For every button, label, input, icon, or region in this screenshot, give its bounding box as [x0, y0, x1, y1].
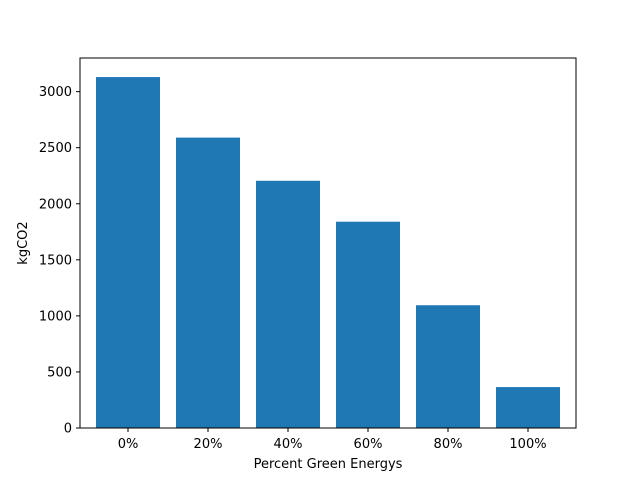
bar-40%: [256, 180, 320, 428]
y-tick-label: 0: [64, 422, 72, 437]
y-tick-label: 1000: [39, 309, 72, 324]
y-tick-label: 2500: [39, 141, 72, 156]
y-tick-label: 2000: [39, 197, 72, 212]
y-axis-ticks: 0 500 1000 1500 2000 2500 3000: [39, 85, 80, 437]
x-tick-label: 20%: [194, 437, 223, 452]
x-tick-label: 0%: [118, 437, 139, 452]
x-tick-label: 100%: [509, 437, 546, 452]
bar-100%: [496, 387, 560, 428]
y-tick-label: 1500: [39, 253, 72, 268]
y-tick-label: 500: [47, 365, 72, 380]
x-tick-label: 80%: [434, 437, 463, 452]
bar-20%: [176, 137, 240, 428]
y-tick-label: 3000: [39, 85, 72, 100]
x-tick-label: 60%: [354, 437, 383, 452]
bar-80%: [416, 305, 480, 428]
x-axis-ticks: 0% 20% 40% 60% 80% 100%: [118, 428, 547, 452]
bar-60%: [336, 221, 400, 428]
y-axis-label: kgCO2: [16, 221, 31, 264]
x-tick-label: 40%: [274, 437, 303, 452]
bars-group: [96, 77, 560, 428]
plot-frame: [79, 57, 577, 429]
x-axis-label: Percent Green Energys: [254, 457, 403, 472]
bar-0%: [96, 77, 160, 428]
